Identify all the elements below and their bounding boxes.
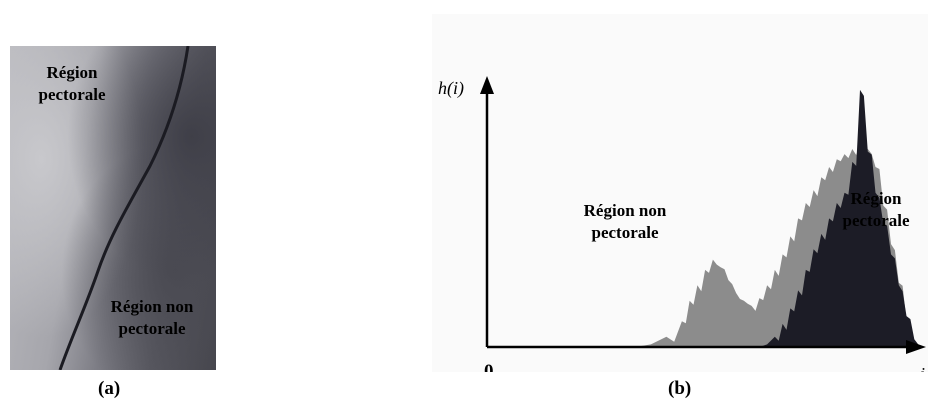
non-pectoral-annotation-line1: Région non: [583, 201, 667, 220]
x-axis-arrow: [906, 340, 926, 354]
x-origin-tick-label: 0: [484, 361, 494, 372]
pectoral-peak-annotation: Région pectorale: [828, 188, 924, 232]
histogram-panel: h(i) i 0 Région non pectorale Région pec…: [432, 14, 928, 372]
caption-a: (a): [98, 378, 121, 399]
y-axis-label: h(i): [438, 78, 464, 99]
histogram-series-2: [527, 89, 922, 348]
histogram-chart: h(i) i 0: [438, 76, 926, 372]
pectoral-boundary-svg: [58, 46, 190, 370]
pectoral-region-label: Région pectorale: [12, 62, 132, 106]
pectoral-boundary-line: [58, 46, 190, 370]
mammogram-image: Région pectorale Région non pectorale: [10, 46, 216, 370]
caption-b: (b): [668, 378, 692, 399]
pectoral-annotation-line1: Région: [850, 189, 902, 208]
pectoral-region-label-line2: pectorale: [38, 85, 106, 104]
y-axis-arrow: [480, 76, 494, 94]
non-pectoral-region-label: Région non pectorale: [86, 296, 216, 340]
non-pectoral-peak-annotation: Région non pectorale: [560, 200, 690, 244]
pectoral-annotation-line2: pectorale: [842, 211, 910, 230]
non-pectoral-region-label-line1: Région non: [110, 297, 194, 316]
x-axis-label: i: [920, 364, 925, 372]
histogram-series-layer: [527, 89, 922, 348]
non-pectoral-annotation-line2: pectorale: [591, 223, 659, 242]
non-pectoral-region-label-line2: pectorale: [118, 319, 186, 338]
pectoral-region-label-line1: Région: [46, 63, 98, 82]
